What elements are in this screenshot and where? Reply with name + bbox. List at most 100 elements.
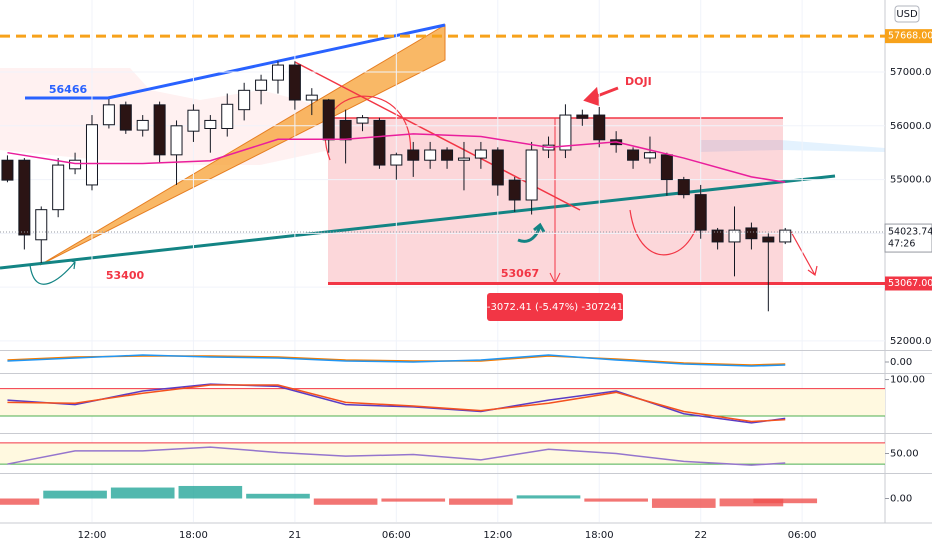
x-tick-label: 18:00	[585, 530, 614, 541]
arrow	[29, 259, 76, 285]
candle-body	[474, 149, 487, 159]
histogram-bar	[449, 498, 513, 505]
annotations: 56466 53400 53067 DOJI -3072.41 (-5.47%)…	[49, 5, 932, 321]
drawings	[0, 23, 885, 285]
histogram-bar	[651, 498, 716, 508]
x-tick-label: 21	[289, 530, 302, 541]
y-tick-label: 55000.00	[890, 175, 932, 186]
histogram-bar	[43, 490, 107, 499]
candle-body	[559, 114, 572, 151]
candle-body	[424, 149, 437, 161]
annotation: DOJI	[625, 75, 652, 88]
candle-body	[407, 149, 420, 161]
histogram-bar	[246, 493, 310, 499]
candle-body	[745, 227, 758, 240]
x-tick-label: 06:00	[788, 530, 817, 541]
arrow	[517, 222, 546, 243]
x-tick-label: 06:00	[382, 530, 411, 541]
y-tick-label: 52000.00	[890, 336, 932, 347]
candle-body	[508, 179, 521, 201]
candle-body	[204, 119, 217, 129]
price-tag-label: 57668.00	[888, 31, 932, 42]
price-tag	[885, 29, 932, 44]
candle-body	[779, 229, 792, 243]
candle-body	[85, 124, 98, 186]
y-tick-label: 57000.00	[890, 67, 932, 78]
histogram-bar	[516, 495, 581, 499]
currency-box	[894, 5, 920, 23]
annotation: 53400	[106, 269, 145, 282]
histogram-bar	[313, 498, 378, 505]
currency: USD	[896, 9, 918, 20]
y-tick-label: 50.00	[890, 449, 919, 460]
histogram-bar	[753, 498, 818, 504]
candle-body	[373, 119, 386, 166]
candle-body	[627, 149, 640, 161]
candle-body	[339, 119, 352, 141]
indicator-line	[7, 384, 786, 423]
candle-body	[271, 64, 284, 81]
wedge	[39, 24, 446, 266]
candle-body	[288, 64, 301, 101]
candle-body	[136, 119, 149, 131]
candle-body	[677, 179, 690, 196]
measure-box	[487, 293, 623, 321]
x-tick-label: 22	[694, 530, 707, 541]
price-tag-label: 53067.00	[888, 278, 932, 289]
indicator-line	[7, 354, 786, 367]
candle-body	[643, 152, 656, 159]
candle-body	[170, 125, 183, 156]
indicator-line	[7, 355, 786, 366]
y-tick-label: 0.00	[890, 494, 912, 505]
indicator-line	[7, 383, 786, 424]
candle-body	[457, 157, 470, 161]
price-tag	[885, 276, 932, 291]
candle-body	[35, 209, 48, 241]
candle-body	[660, 154, 673, 181]
histogram-bar	[0, 498, 40, 505]
countdown: 47:26	[888, 239, 915, 250]
histogram-bar	[719, 498, 784, 507]
cloud	[700, 140, 885, 152]
candle-body	[221, 103, 234, 129]
candle-body	[593, 114, 606, 141]
annotation: 53067	[501, 267, 539, 280]
candle-body	[119, 104, 132, 131]
band	[0, 442, 885, 465]
candle-body	[255, 79, 268, 91]
y-tick-label: 0.00	[890, 357, 912, 368]
candle-body	[322, 99, 335, 141]
candle-body	[390, 154, 403, 166]
support-line	[0, 174, 836, 270]
candle-body	[153, 104, 166, 156]
candle-body	[102, 104, 115, 126]
annotation: 56466	[49, 83, 88, 96]
histogram-bar	[178, 485, 243, 499]
candle-body	[52, 164, 65, 211]
candle-body	[711, 229, 724, 243]
candle-body	[491, 149, 504, 186]
arrow	[583, 86, 619, 107]
candle-body	[694, 194, 707, 231]
last-price-tag	[884, 223, 932, 253]
last-price-label: 54023.74	[888, 227, 932, 238]
x-tick-label: 12:00	[78, 530, 107, 541]
histogram-bar	[110, 487, 175, 499]
candle-body	[69, 159, 82, 170]
candle-body	[762, 236, 775, 243]
candle-body	[576, 114, 589, 119]
x-tick-label: 18:00	[179, 530, 208, 541]
candle-body	[525, 149, 538, 201]
candle-body	[305, 94, 318, 101]
histogram-bar	[584, 498, 648, 502]
candle-body	[1, 159, 14, 181]
x-tick-label: 12:00	[483, 530, 512, 541]
indicator-line	[7, 446, 786, 466]
candle-body	[728, 229, 741, 243]
candle-body	[238, 89, 251, 111]
y-tick-label: 56000.00	[890, 121, 932, 132]
candle-body	[441, 149, 454, 161]
